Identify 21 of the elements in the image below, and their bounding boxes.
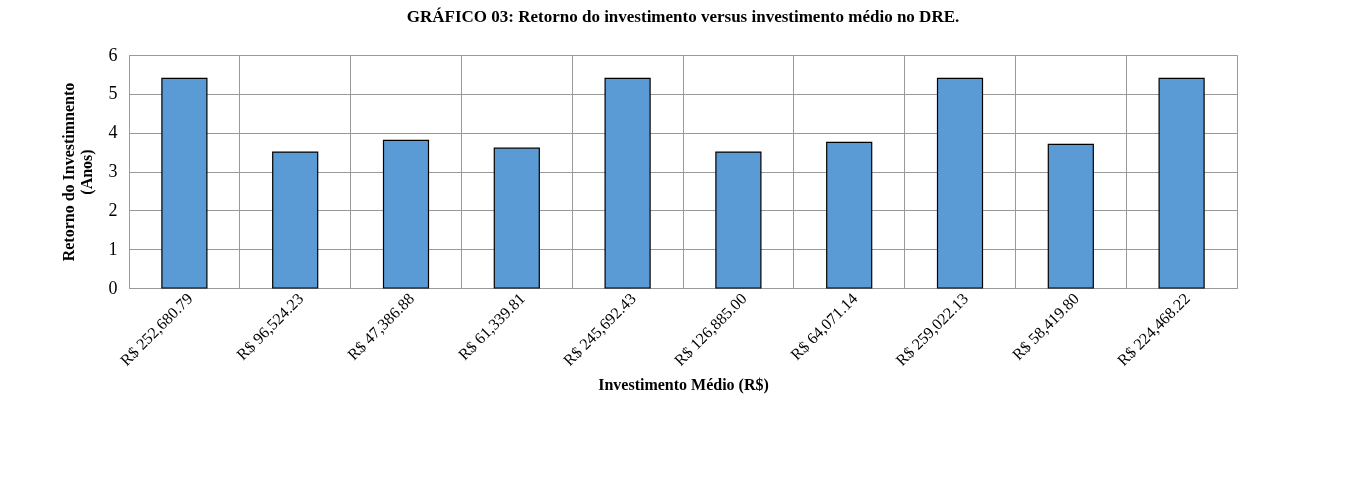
chart-title: GRÁFICO 03: Retorno do investimento versus investimento médio no DRE. <box>406 7 960 26</box>
bar <box>493 147 540 289</box>
bar <box>604 77 651 289</box>
bar <box>272 151 319 289</box>
y-tick-label: 6 <box>108 44 118 65</box>
bar <box>715 151 762 289</box>
text: Retorno do Investimnento <box>59 82 77 262</box>
bar <box>382 139 430 289</box>
bar <box>1047 143 1094 289</box>
y-tick-label: 4 <box>108 122 118 143</box>
text: (Anos) <box>77 149 95 195</box>
bar <box>161 77 208 289</box>
bar <box>936 77 984 289</box>
y-tick-label: 2 <box>108 199 118 220</box>
bar <box>826 141 873 289</box>
y-tick-label: 0 <box>108 277 118 298</box>
y-tick-label: 3 <box>108 161 118 181</box>
y-tick-label: 1 <box>108 238 118 259</box>
x-axis-title: Investimento Médio (R$) <box>598 375 769 394</box>
y-tick-label: 5 <box>108 83 118 104</box>
bar <box>1158 77 1205 289</box>
